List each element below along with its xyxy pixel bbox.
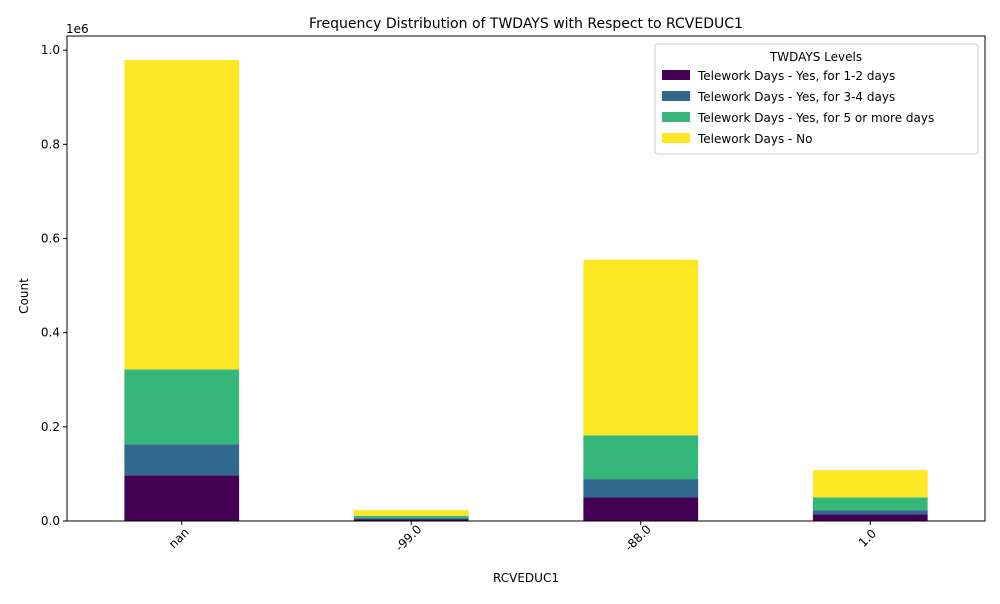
plot-area: nan -99.0 -88.0 1.0 0.0 0.2 0.4 0.6 0.8 1.0: [41, 35, 986, 554]
legend-label: Telework Days - Yes, for 5 or more days: [697, 111, 934, 125]
chart-title: Frequency Distribution of TWDAYS with Re…: [309, 16, 743, 32]
y-tick-label: 0.6: [41, 231, 60, 245]
x-axis-label: RCVEDUC1: [493, 571, 559, 585]
bar-segment: [124, 444, 240, 476]
y-tick-label: 0.8: [41, 137, 60, 151]
legend-title: TWDAYS Levels: [769, 50, 862, 64]
y-axis-label: Count: [17, 278, 31, 314]
x-tick-label: nan: [166, 525, 192, 551]
bar-segment: [124, 369, 240, 445]
bar-segment: [583, 435, 699, 480]
bar-segment: [583, 497, 699, 521]
y-tick-label: 0.2: [41, 420, 60, 434]
y-offset-label: 1e6: [66, 22, 89, 36]
bar-segment: [583, 479, 699, 498]
x-tick-label: -88.0: [622, 522, 654, 554]
y-tick-label: 0.4: [41, 326, 60, 340]
legend-swatch: [662, 70, 690, 80]
legend-box: [654, 43, 979, 155]
legend-label: Telework Days - No: [697, 132, 812, 146]
x-tick-label: 1.0: [856, 526, 879, 549]
bar-segment: [812, 510, 928, 515]
bar-segment: [812, 514, 928, 521]
legend-label: Telework Days - Yes, for 3-4 days: [697, 90, 895, 104]
bar-segment: [812, 470, 928, 498]
bar-segment: [124, 475, 240, 521]
legend-swatch: [662, 133, 690, 143]
x-tick-label: -99.0: [392, 522, 424, 554]
legend-swatch: [662, 91, 690, 101]
y-tick-label: 1.0: [41, 43, 60, 57]
y-tick-label: 0.0: [41, 514, 60, 528]
bar-segment: [353, 510, 469, 516]
legend-swatch: [662, 112, 690, 122]
bar-segment: [583, 259, 699, 436]
legend: TWDAYS Levels Telework Days - Yes, for 1…: [654, 43, 979, 155]
bar-segment: [812, 497, 928, 511]
legend-label: Telework Days - Yes, for 1-2 days: [697, 69, 895, 83]
bar-segment: [353, 519, 469, 521]
axes-frame: [66, 35, 986, 522]
bar-segment: [124, 60, 240, 370]
bar-segment: [353, 515, 469, 519]
bar-segment: [353, 518, 469, 520]
